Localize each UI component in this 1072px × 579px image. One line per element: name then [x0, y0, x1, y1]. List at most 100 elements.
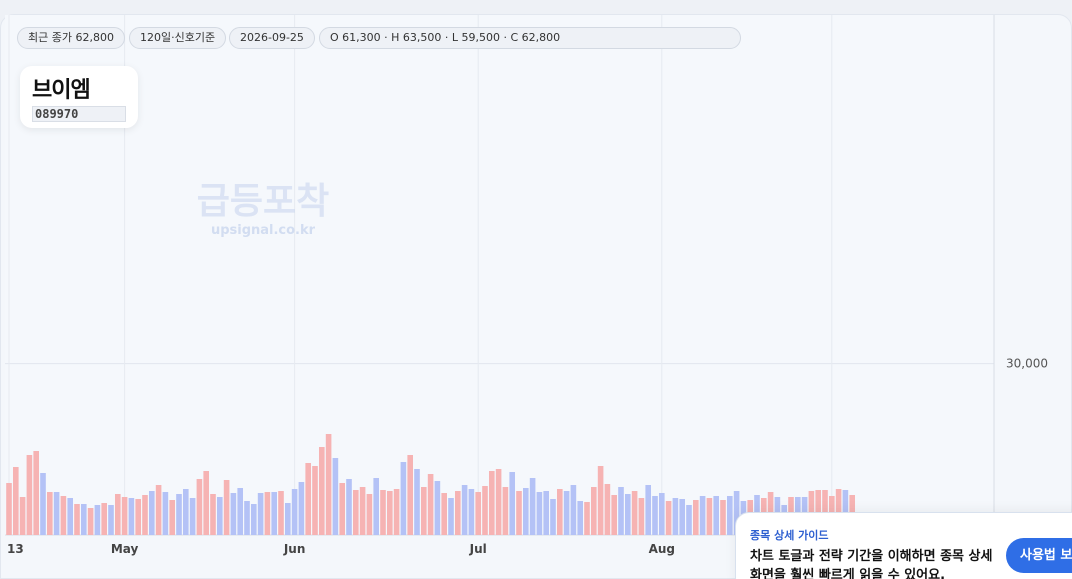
volume-bar — [427, 474, 434, 535]
volume-bar — [516, 491, 522, 535]
volume-bar — [638, 498, 645, 535]
watermark-brand: 급등포착 — [197, 181, 329, 222]
volume-bar — [264, 492, 271, 535]
volume-bar — [13, 467, 19, 535]
volume-bar — [155, 485, 162, 535]
volume-bar — [251, 504, 257, 535]
volume-bar — [407, 455, 413, 535]
guide-button[interactable]: 사용법 보기 — [1006, 538, 1072, 573]
ohlc-pill: O 61,300 · H 63,500 · L 59,500 · C 62,80… — [319, 27, 741, 49]
volume-bar — [441, 493, 447, 535]
volume-bar — [625, 494, 631, 535]
volume-bar — [121, 497, 128, 535]
volume-bar — [176, 494, 182, 535]
volume-bar — [298, 482, 305, 535]
volume-bar — [312, 466, 318, 535]
volume-bar — [162, 492, 169, 535]
volume-bar — [271, 492, 277, 535]
x-tick-label: May — [111, 542, 139, 556]
volume-bar — [611, 495, 617, 535]
date-pill: 2026-09-25 — [229, 27, 315, 49]
volume-bar — [597, 466, 604, 535]
volume-bar — [339, 483, 345, 535]
volume-bar — [230, 493, 237, 535]
volume-bar — [706, 498, 713, 535]
volume-bar — [332, 458, 339, 535]
volume-bar — [414, 469, 420, 535]
volume-bar — [699, 496, 706, 535]
watermark-site: upsignal.co.kr — [211, 223, 316, 238]
volume-bar — [94, 505, 101, 535]
x-tick-label: Jul — [469, 542, 487, 556]
volume-bar — [305, 463, 311, 535]
volume-bar — [40, 473, 46, 535]
volume-bar — [645, 485, 651, 535]
volume-bar — [291, 489, 298, 535]
volume-bar — [359, 487, 366, 535]
volume-bar — [468, 489, 475, 535]
volume-bar — [278, 491, 284, 535]
volume-bar — [693, 500, 699, 535]
chart-card: 30,00040,00050,00060,00070,00080,00090,0… — [0, 14, 1072, 579]
volume-bar — [319, 447, 325, 535]
volume-bar — [101, 503, 107, 535]
volume-bar — [108, 505, 114, 535]
volume-bar — [19, 497, 26, 535]
volume-bar — [217, 497, 223, 535]
volume-bar — [455, 491, 461, 535]
volume-bar — [713, 496, 719, 535]
x-tick-label: Aug — [649, 542, 675, 556]
volume-bar — [6, 483, 12, 535]
volume-bar — [482, 486, 488, 535]
volume-bar — [672, 498, 679, 535]
volume-bar — [47, 492, 53, 535]
volume-bar — [434, 481, 441, 535]
volume-bar — [584, 502, 590, 535]
volume-bar — [659, 493, 665, 535]
volume-bar — [557, 489, 563, 535]
volume-bar — [285, 503, 291, 535]
stock-code: 089970 — [32, 106, 126, 122]
volume-bar — [366, 494, 373, 535]
volume-bar — [142, 495, 148, 535]
volume-bar — [550, 499, 556, 535]
x-tick-label: Jun — [283, 542, 306, 556]
volume-bar — [604, 484, 611, 535]
volume-bar — [244, 501, 250, 535]
volume-bar — [529, 478, 536, 535]
volume-bar — [475, 492, 481, 535]
volume-bar — [128, 498, 135, 535]
volume-bar — [257, 493, 264, 535]
volume-bar — [373, 478, 379, 535]
volume-bar — [87, 508, 94, 535]
volume-bar — [679, 499, 685, 535]
period-pill: 120일·신호기준 — [129, 27, 227, 49]
guide-title: 종목 상세 가이드 — [750, 529, 829, 542]
volume-bar — [631, 491, 638, 535]
volume-bar — [570, 485, 577, 535]
volume-bar — [149, 491, 155, 535]
volume-bar — [74, 504, 80, 535]
volume-bar — [60, 496, 67, 535]
volume-bar — [489, 471, 495, 535]
volume-bar — [393, 489, 400, 535]
guide-body: 차트 토글과 전략 기간을 이해하면 종목 상세 화면을 훨씬 빠르게 읽을 수… — [750, 549, 993, 579]
volume-bar — [115, 494, 121, 535]
volume-bar — [380, 490, 386, 535]
volume-bar — [135, 499, 141, 535]
volume-bar — [346, 479, 352, 535]
volume-bar — [183, 489, 189, 535]
volume-bar — [652, 496, 658, 535]
price-chart: 30,00040,00050,00060,00070,00080,00090,0… — [5, 15, 1048, 556]
volume-bar — [536, 492, 543, 535]
volume-bar — [223, 480, 230, 535]
volume-bar — [509, 472, 515, 535]
volume-bar — [67, 498, 73, 535]
volume-bar — [33, 451, 39, 535]
volume-bar — [733, 491, 740, 535]
volume-bar — [665, 501, 672, 535]
volume-bar — [461, 485, 468, 535]
y-tick-label: 30,000 — [1006, 357, 1048, 371]
volume-bar — [325, 434, 332, 535]
volume-bar — [618, 487, 624, 535]
